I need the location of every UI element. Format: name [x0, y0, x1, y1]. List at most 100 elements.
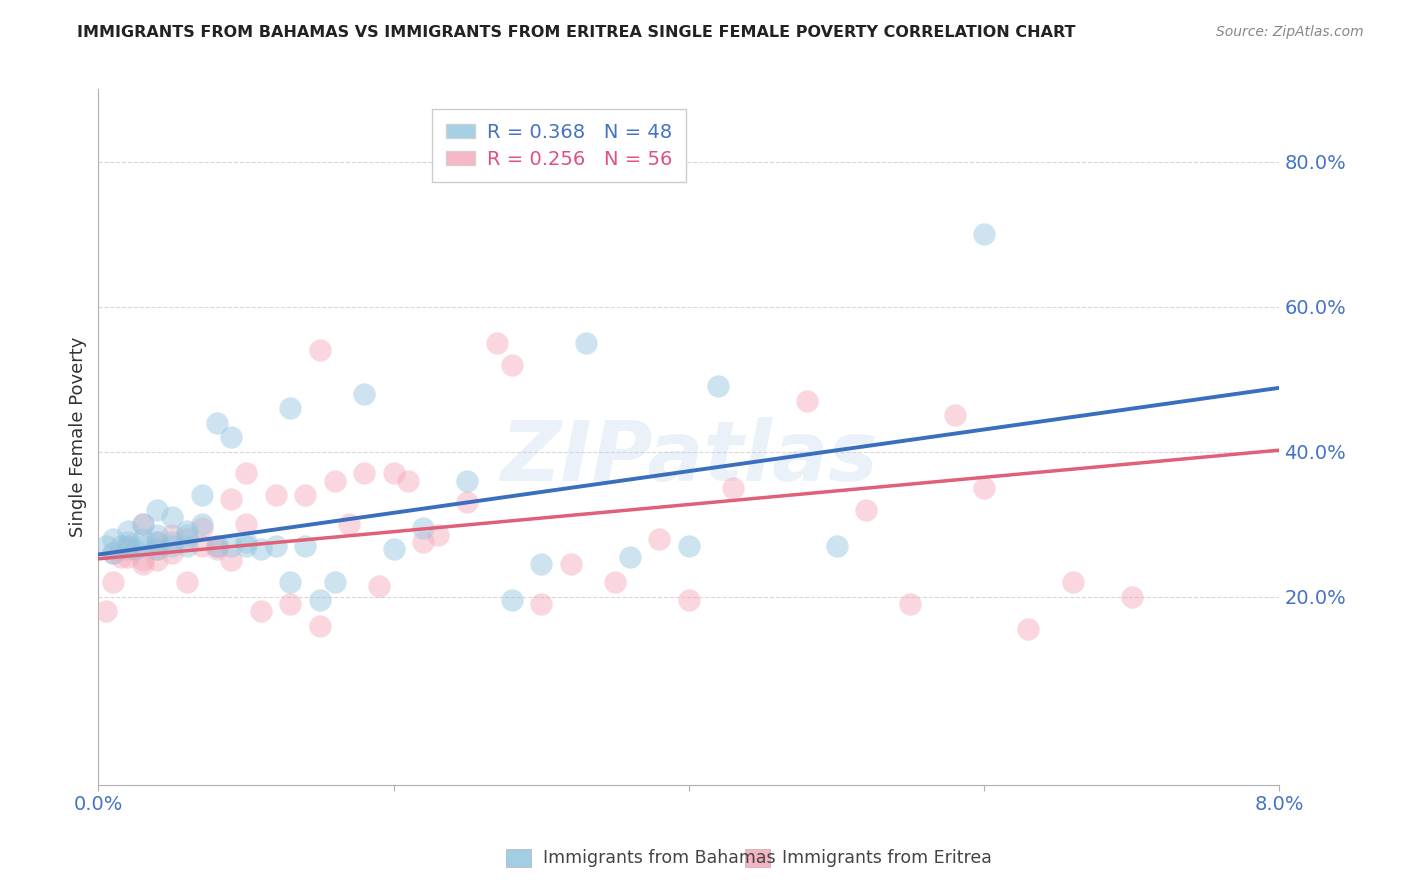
- Point: [94, 539, 117, 553]
- Point: [457, 474, 479, 488]
- Text: Source: ZipAtlas.com: Source: ZipAtlas.com: [1216, 25, 1364, 39]
- Point: [235, 467, 257, 481]
- Point: [412, 521, 434, 535]
- Point: [294, 488, 316, 502]
- Point: [117, 539, 139, 553]
- Point: [191, 516, 214, 531]
- Point: [146, 535, 169, 549]
- Point: [205, 416, 228, 430]
- Point: [368, 579, 391, 593]
- Point: [117, 524, 139, 539]
- Text: Immigrants from Bahamas: Immigrants from Bahamas: [543, 849, 775, 867]
- Point: [796, 393, 818, 408]
- Point: [339, 516, 361, 531]
- Point: [825, 539, 848, 553]
- Point: [205, 539, 228, 553]
- Point: [382, 542, 405, 557]
- Point: [280, 401, 302, 415]
- Point: [191, 539, 214, 553]
- Point: [678, 593, 700, 607]
- Point: [250, 542, 273, 557]
- Point: [132, 516, 155, 531]
- Point: [146, 542, 169, 557]
- Text: ZIPatlas: ZIPatlas: [501, 417, 877, 499]
- Legend: R = 0.368   N = 48, R = 0.256   N = 56: R = 0.368 N = 48, R = 0.256 N = 56: [432, 110, 686, 182]
- Point: [457, 495, 479, 509]
- Point: [132, 553, 155, 567]
- Point: [103, 532, 125, 546]
- Point: [132, 557, 155, 571]
- Point: [353, 467, 375, 481]
- Point: [605, 574, 627, 589]
- Point: [146, 553, 169, 567]
- Point: [678, 539, 700, 553]
- Point: [648, 532, 671, 546]
- Point: [103, 546, 125, 560]
- Point: [221, 491, 243, 506]
- Text: Immigrants from Eritrea: Immigrants from Eritrea: [782, 849, 991, 867]
- Point: [146, 502, 169, 516]
- Point: [353, 386, 375, 401]
- Point: [323, 474, 346, 488]
- Point: [117, 549, 139, 564]
- Point: [1018, 622, 1040, 636]
- Point: [191, 521, 214, 535]
- Point: [309, 593, 332, 607]
- Point: [103, 546, 125, 560]
- Point: [501, 593, 523, 607]
- Point: [398, 474, 420, 488]
- Point: [486, 335, 509, 350]
- Point: [264, 488, 287, 502]
- Point: [162, 535, 183, 549]
- Point: [191, 488, 214, 502]
- Point: [110, 549, 132, 564]
- Point: [162, 539, 183, 553]
- Point: [146, 535, 169, 549]
- Point: [124, 542, 146, 557]
- Point: [110, 539, 132, 553]
- Point: [855, 502, 877, 516]
- Point: [221, 430, 243, 444]
- Point: [117, 535, 139, 549]
- Point: [235, 535, 257, 549]
- Point: [619, 549, 641, 564]
- Point: [117, 542, 139, 557]
- Point: [530, 557, 553, 571]
- Point: [103, 574, 125, 589]
- Point: [94, 604, 117, 618]
- Point: [235, 516, 257, 531]
- Point: [264, 539, 287, 553]
- Point: [132, 516, 155, 531]
- Point: [973, 227, 995, 241]
- Point: [132, 539, 155, 553]
- Point: [723, 481, 745, 495]
- Point: [900, 597, 922, 611]
- Point: [427, 528, 450, 542]
- Point: [205, 542, 228, 557]
- Point: [176, 528, 198, 542]
- Point: [162, 509, 183, 524]
- Point: [235, 539, 257, 553]
- Point: [250, 604, 273, 618]
- Text: IMMIGRANTS FROM BAHAMAS VS IMMIGRANTS FROM ERITREA SINGLE FEMALE POVERTY CORRELA: IMMIGRANTS FROM BAHAMAS VS IMMIGRANTS FR…: [77, 25, 1076, 40]
- Point: [575, 335, 598, 350]
- Point: [221, 539, 243, 553]
- Point: [530, 597, 553, 611]
- Point: [176, 532, 198, 546]
- Y-axis label: Single Female Poverty: Single Female Poverty: [69, 337, 87, 537]
- Point: [205, 539, 228, 553]
- Point: [294, 539, 316, 553]
- Point: [309, 343, 332, 357]
- Point: [280, 574, 302, 589]
- Point: [117, 539, 139, 553]
- Point: [280, 597, 302, 611]
- Point: [560, 557, 582, 571]
- Point: [176, 539, 198, 553]
- Point: [1121, 590, 1143, 604]
- Point: [412, 535, 434, 549]
- Point: [176, 524, 198, 539]
- Point: [162, 546, 183, 560]
- Point: [146, 528, 169, 542]
- Point: [323, 574, 346, 589]
- Point: [382, 467, 405, 481]
